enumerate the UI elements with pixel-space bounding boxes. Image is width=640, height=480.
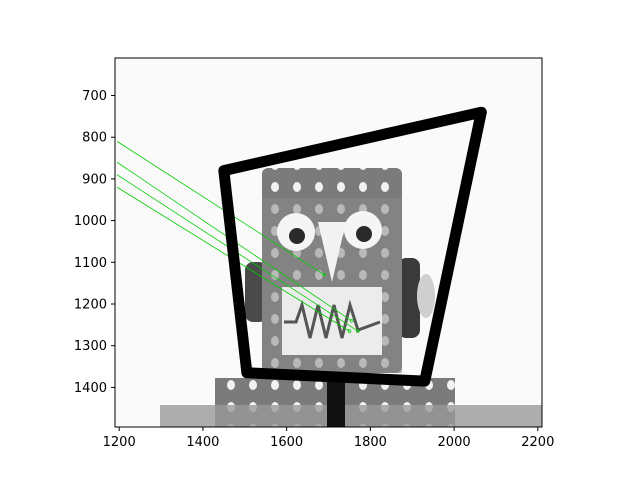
x-tick-label: 1400 xyxy=(186,435,219,450)
match-point xyxy=(347,329,352,333)
x-tick-label: 2000 xyxy=(438,435,471,450)
detection-quadrilateral xyxy=(218,106,487,387)
x-tick-label: 2200 xyxy=(521,435,554,450)
y-tick-label: 1400 xyxy=(74,381,107,396)
y-tick-label: 1000 xyxy=(74,214,107,229)
match-point xyxy=(349,318,354,323)
x-axis: 1200 1400 1600 1800 2000 2200 xyxy=(103,427,554,450)
y-tick-label: 1200 xyxy=(74,298,107,313)
match-point xyxy=(322,272,327,277)
y-axis: 700 800 900 1000 1100 1200 1300 1400 xyxy=(74,89,115,396)
y-tick-label: 700 xyxy=(82,89,107,104)
y-tick-label: 800 xyxy=(82,131,107,146)
y-tick-label: 900 xyxy=(82,172,107,187)
y-tick-label: 1100 xyxy=(74,256,107,271)
match-line xyxy=(116,141,325,276)
x-tick-label: 1600 xyxy=(270,435,303,450)
y-tick-label: 1300 xyxy=(74,339,107,354)
plot-axes: 1200 1400 1600 1800 2000 2200 700 800 900 1000 11… xyxy=(74,57,554,450)
match-point xyxy=(355,329,360,333)
overlay-layer xyxy=(116,106,487,387)
x-tick-label: 1800 xyxy=(354,435,387,450)
x-tick-label: 1200 xyxy=(103,435,136,450)
axes-frame xyxy=(114,57,543,428)
